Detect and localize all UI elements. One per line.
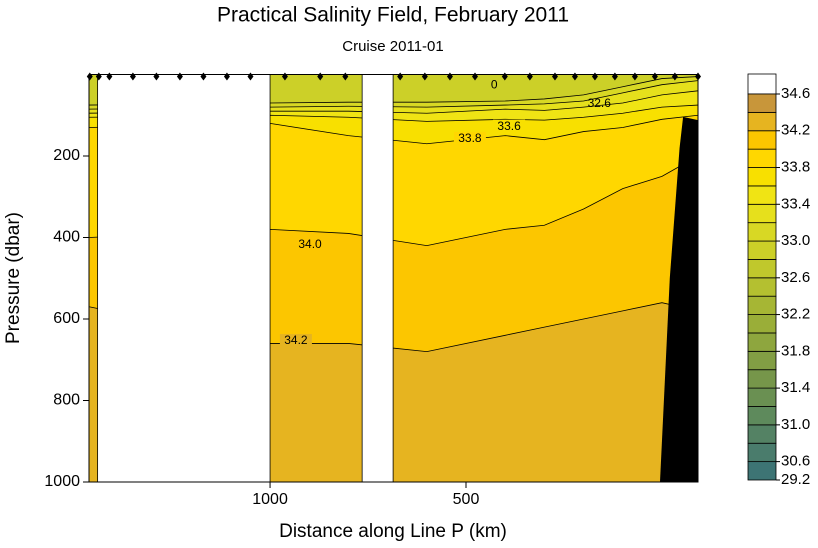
colorbar-label: 34.2 <box>781 122 810 139</box>
y-tick-label: 200 <box>53 147 80 164</box>
colorbar-box <box>747 111 777 132</box>
y-tick-label: 400 <box>53 229 80 246</box>
y-axis-label: Pressure (dbar) <box>3 212 24 344</box>
colorbar-box <box>747 387 777 407</box>
colorbar-box <box>747 203 777 224</box>
colorbar-box <box>747 406 777 426</box>
contour-label: 33.8 <box>458 131 482 145</box>
colorbar-box <box>747 369 777 389</box>
colorbar-box <box>747 259 777 279</box>
chart-title: Practical Salinity Field, February 2011 <box>217 4 569 27</box>
colorbar-box <box>747 93 777 113</box>
bathymetry <box>659 116 698 482</box>
colorbar-label: 30.6 <box>781 453 810 470</box>
colorbar-box <box>747 350 777 371</box>
colorbar-box <box>747 295 777 315</box>
x-axis-label: Distance along Line P (km) <box>279 521 507 542</box>
colorbar-over <box>747 73 777 95</box>
contour-label: 34.0 <box>298 237 322 251</box>
colorbar-box <box>747 240 777 260</box>
colorbar-label: 32.2 <box>781 306 810 323</box>
colorbar-label: 32.6 <box>781 269 810 286</box>
contour-label: 33.6 <box>497 119 521 133</box>
contour-label-bg <box>453 131 486 146</box>
plot-area: 33.6 33.8 34.0 34.2 32.6 0 <box>89 74 698 482</box>
colorbar-box <box>747 277 777 297</box>
contour-line <box>89 80 698 110</box>
annotation: 32.6 <box>588 96 612 110</box>
colorbar-box <box>747 185 777 205</box>
colorbar-box <box>747 332 777 352</box>
contour-label-bg <box>493 119 526 134</box>
colorbar-label: 34.6 <box>781 85 810 102</box>
colorbar-label: 31.8 <box>781 342 810 359</box>
contour-line <box>89 76 698 106</box>
colorbar-label: 31.0 <box>781 416 810 433</box>
y-tick-label: 600 <box>53 310 80 327</box>
colorbar-box <box>747 222 777 242</box>
colorbar-label: 33.4 <box>781 195 810 212</box>
annotation: 0 <box>491 78 498 92</box>
contour-line <box>89 90 698 114</box>
x-tick-label: 1000 <box>252 491 288 508</box>
colorbar-box <box>747 442 777 463</box>
colorbar-box <box>747 148 777 168</box>
contour-label-bg <box>294 237 327 252</box>
plot-frame <box>88 74 699 483</box>
contour-line <box>89 114 698 145</box>
colorbar-box <box>747 424 777 444</box>
colorbar-box <box>747 314 777 334</box>
colorbar-label: 33.8 <box>781 158 810 175</box>
colorbar-label: 29.2 <box>781 471 810 488</box>
y-tick-label: 1000 <box>44 473 80 490</box>
no-data <box>361 74 394 482</box>
no-data <box>97 74 271 482</box>
colorbar-label: 33.0 <box>781 232 810 249</box>
colorbar-box <box>747 130 777 150</box>
contour-line <box>89 155 698 247</box>
x-tick-label: 500 <box>453 491 480 508</box>
colorbar-label: 31.4 <box>781 379 810 396</box>
contour-label: 34.2 <box>284 333 308 347</box>
colorbar-box <box>747 167 777 187</box>
contour-label-bg <box>279 334 312 349</box>
chart-subtitle: Cruise 2011-01 <box>342 38 443 55</box>
colorbar-box <box>747 461 777 481</box>
y-tick-label: 800 <box>53 392 80 409</box>
